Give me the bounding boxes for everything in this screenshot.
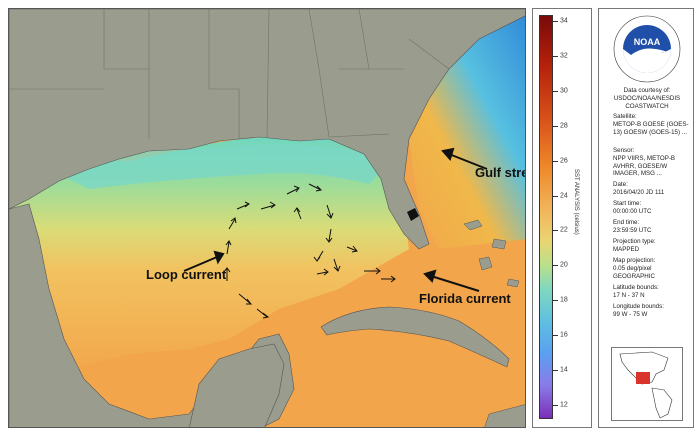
- projection-type-value: MAPPED: [613, 246, 640, 253]
- colorbar-tick-label: 28: [560, 122, 568, 130]
- sensor-label: Sensor:: [613, 147, 635, 154]
- colorbar-tick: [553, 21, 558, 22]
- satellite-value: METOP-B GOESE (GOES-13) GOESW (GOES-15) …: [613, 121, 689, 136]
- colorbar-tick-label: 22: [560, 226, 568, 234]
- courtesy-value: USDOC/NOAA/NESDIS COASTWATCH: [613, 95, 681, 110]
- hispaniola-land: [484, 404, 525, 427]
- latitude-bounds-label: Latitude bounds:: [613, 284, 659, 291]
- colorbar-tick: [553, 195, 558, 197]
- colorbar-gradient: [539, 15, 553, 419]
- colorbar-tick-label: 24: [560, 192, 568, 200]
- start-time-label: Start time:: [613, 200, 642, 207]
- sensor-value: NPP VIIRS, METOP-B AVHRR, GOESE/W IMAGER…: [613, 155, 676, 178]
- colorbar-tick: [553, 55, 558, 57]
- start-time-value: 00:00:00 UTC: [613, 208, 652, 215]
- end-time-value: 23:59:59 UTC: [613, 227, 652, 234]
- colorbar-tick-label: 32: [560, 52, 568, 60]
- colorbar-tick: [553, 265, 558, 267]
- colorbar-title: SST ANALYSIS (celsius): [573, 169, 579, 235]
- date-label: Date:: [613, 181, 628, 188]
- map-projection-label: Map projection:: [613, 257, 656, 264]
- colorbar-tick-label: 16: [560, 331, 568, 339]
- colorbar-tick-label: 34: [560, 17, 568, 25]
- loop-current-arrows: [223, 183, 396, 319]
- sst-map-graphic: [9, 9, 525, 427]
- sst-map: Gulf stream Loop current Florida current: [8, 8, 526, 428]
- metadata-panel: NOAA Data courtesy of: USDOC/NOAA/NESDIS…: [598, 8, 694, 428]
- yucatan-land: [189, 343, 285, 427]
- colorbar-tick-label: 30: [560, 87, 568, 95]
- satellite-label: Satellite:: [613, 113, 637, 120]
- inset-region-highlight: [636, 372, 650, 384]
- locator-globe: [619, 351, 673, 419]
- noaa-logo-text: NOAA: [634, 37, 661, 47]
- colorbar-tick-label: 20: [560, 261, 568, 269]
- bahamas-islands: [463, 219, 520, 288]
- state-borders: [9, 9, 450, 139]
- colorbar-tick-label: 26: [560, 157, 568, 165]
- courtesy-header: Data courtesy of:: [623, 87, 671, 94]
- locator-inset-map: [611, 347, 683, 421]
- colorbar-tick: [553, 300, 558, 302]
- noaa-logo: NOAA: [613, 15, 681, 83]
- colorbar-tick: [553, 370, 558, 372]
- map-projection-value: 0.05 deg/pixel GEOGRAPHIC: [613, 265, 655, 280]
- sst-colorbar: 34 32 30 28 26 24 22 20 18 16 14 12 SST ANALYSIS (c…: [532, 8, 592, 428]
- colorbar-tick: [553, 405, 558, 406]
- cuba-land: [320, 306, 510, 368]
- gulf-of-mexico-water: [9, 136, 409, 379]
- colorbar-tick-label: 18: [560, 296, 568, 304]
- gulf-stream-label: Gulf stream: [475, 165, 525, 180]
- loop-current-label: Loop current: [146, 267, 227, 282]
- colorbar-tick: [553, 230, 558, 232]
- end-time-label: End time:: [613, 219, 640, 226]
- colorbar-tick: [553, 125, 558, 127]
- longitude-bounds-value: 99 W - 75 W: [613, 311, 648, 318]
- florida-current-label: Florida current: [419, 291, 511, 306]
- projection-type-label: Projection type:: [613, 238, 656, 245]
- colorbar-tick: [553, 90, 558, 92]
- colorbar-tick-label: 14: [560, 366, 568, 374]
- colorbar-tick: [553, 335, 558, 337]
- lake-okeechobee: [407, 208, 419, 221]
- colorbar-tick-label: 12: [560, 401, 568, 409]
- longitude-bounds-label: Longitude bounds:: [613, 303, 664, 310]
- label-pointer-arrows: [183, 147, 488, 292]
- date-value: 2016/04/20 JD 111: [613, 189, 665, 196]
- latitude-bounds-value: 17 N - 37 N: [613, 292, 645, 299]
- colorbar-tick: [553, 160, 558, 162]
